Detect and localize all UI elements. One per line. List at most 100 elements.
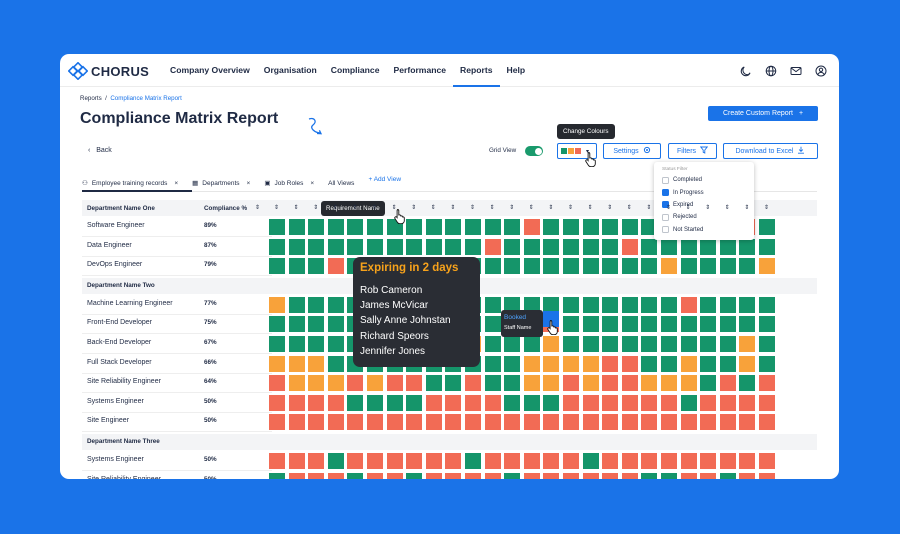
matrix-cell[interactable] xyxy=(739,316,756,333)
filters-button[interactable]: Filters xyxy=(668,143,717,159)
column-sort-icon[interactable]: ⇕ xyxy=(528,205,534,211)
back-button[interactable]: ‹ Back xyxy=(88,147,112,154)
matrix-cell[interactable] xyxy=(504,219,521,235)
matrix-cell[interactable] xyxy=(425,394,442,411)
matrix-cell[interactable] xyxy=(504,296,521,313)
matrix-cell[interactable] xyxy=(269,219,285,235)
matrix-cell[interactable] xyxy=(719,238,736,255)
column-sort-icon[interactable]: ⇕ xyxy=(666,205,672,211)
matrix-cell[interactable] xyxy=(641,219,658,235)
matrix-cell[interactable] xyxy=(445,453,462,469)
matrix-cell[interactable] xyxy=(563,375,579,392)
matrix-cell[interactable] xyxy=(719,258,736,275)
matrix-cell[interactable] xyxy=(739,394,756,411)
matrix-cell[interactable] xyxy=(621,414,638,431)
checkbox[interactable] xyxy=(662,213,669,221)
matrix-cell[interactable] xyxy=(269,394,285,411)
matrix-cell[interactable] xyxy=(680,472,697,479)
sort-icon[interactable]: ⇕ xyxy=(255,205,261,211)
column-sort-icon[interactable]: ⇕ xyxy=(274,205,280,211)
matrix-cell[interactable] xyxy=(308,355,325,372)
matrix-cell[interactable] xyxy=(425,219,442,235)
matrix-cell[interactable] xyxy=(269,453,285,469)
matrix-cell[interactable] xyxy=(582,472,599,479)
matrix-cell[interactable] xyxy=(386,414,403,431)
matrix-cell[interactable] xyxy=(465,375,481,392)
matrix-cell[interactable] xyxy=(543,472,560,479)
matrix-cell[interactable] xyxy=(406,472,423,479)
column-sort-icon[interactable]: ⇕ xyxy=(626,205,632,211)
matrix-cell[interactable] xyxy=(425,414,442,431)
matrix-cell[interactable] xyxy=(308,219,325,235)
matrix-cell[interactable] xyxy=(523,296,540,313)
matrix-cell[interactable] xyxy=(719,375,736,392)
matrix-cell[interactable] xyxy=(602,453,619,469)
matrix-cell[interactable] xyxy=(327,472,344,479)
matrix-cell[interactable] xyxy=(504,336,521,352)
matrix-cell[interactable] xyxy=(367,414,383,431)
matrix-cell[interactable] xyxy=(563,296,579,313)
matrix-cell[interactable] xyxy=(680,453,697,469)
matrix-cell[interactable] xyxy=(621,238,638,255)
matrix-cell[interactable] xyxy=(308,238,325,255)
matrix-cell[interactable] xyxy=(308,316,325,333)
matrix-cell[interactable] xyxy=(445,414,462,431)
matrix-cell[interactable] xyxy=(661,355,677,372)
matrix-cell[interactable] xyxy=(641,258,658,275)
matrix-cell[interactable] xyxy=(386,238,403,255)
breadcrumb-root[interactable]: Reports xyxy=(80,95,102,102)
tab-job-roles[interactable]: ▣ Job Roles × xyxy=(264,176,314,190)
column-sort-icon[interactable]: ⇕ xyxy=(372,205,378,211)
matrix-cell[interactable] xyxy=(367,472,383,479)
matrix-cell[interactable] xyxy=(563,258,579,275)
checkbox[interactable] xyxy=(662,226,669,234)
matrix-cell[interactable] xyxy=(543,453,560,469)
matrix-cell[interactable] xyxy=(563,394,579,411)
column-sort-icon[interactable]: ⇕ xyxy=(568,205,574,211)
matrix-cell[interactable] xyxy=(523,375,540,392)
matrix-cell[interactable] xyxy=(504,394,521,411)
column-sort-icon[interactable]: ⇕ xyxy=(450,205,456,211)
matrix-cell[interactable] xyxy=(680,296,697,313)
matrix-cell[interactable] xyxy=(582,258,599,275)
matrix-cell[interactable] xyxy=(465,453,481,469)
column-sort-icon[interactable]: ⇕ xyxy=(764,205,770,211)
matrix-cell[interactable] xyxy=(602,414,619,431)
matrix-cell[interactable] xyxy=(602,336,619,352)
tab-all-views[interactable]: All Views xyxy=(328,176,354,190)
matrix-cell[interactable] xyxy=(308,336,325,352)
close-icon[interactable]: × xyxy=(174,179,179,187)
matrix-cell[interactable] xyxy=(582,355,599,372)
matrix-cell[interactable] xyxy=(367,375,383,392)
matrix-cell[interactable] xyxy=(269,472,285,479)
matrix-cell[interactable] xyxy=(563,414,579,431)
matrix-cell[interactable] xyxy=(484,355,501,372)
matrix-cell[interactable] xyxy=(288,238,305,255)
matrix-cell[interactable] xyxy=(523,238,540,255)
matrix-cell[interactable] xyxy=(621,316,638,333)
column-sort-icon[interactable]: ⇕ xyxy=(293,205,299,211)
matrix-cell[interactable] xyxy=(327,453,344,469)
matrix-cell[interactable] xyxy=(484,258,501,275)
column-sort-icon[interactable]: ⇕ xyxy=(587,205,593,211)
matrix-cell[interactable] xyxy=(308,296,325,313)
matrix-cell[interactable] xyxy=(406,394,423,411)
matrix-cell[interactable] xyxy=(367,453,383,469)
matrix-cell[interactable] xyxy=(641,453,658,469)
matrix-cell[interactable] xyxy=(288,414,305,431)
matrix-cell[interactable] xyxy=(425,472,442,479)
column-sort-icon[interactable]: ⇕ xyxy=(352,205,358,211)
matrix-cell[interactable] xyxy=(386,472,403,479)
matrix-cell[interactable] xyxy=(327,375,344,392)
matrix-cell[interactable] xyxy=(700,472,717,479)
matrix-cell[interactable] xyxy=(582,238,599,255)
matrix-cell[interactable] xyxy=(425,238,442,255)
matrix-cell[interactable] xyxy=(543,296,560,313)
matrix-cell[interactable] xyxy=(308,375,325,392)
matrix-cell[interactable] xyxy=(641,336,658,352)
close-icon[interactable]: × xyxy=(246,179,251,187)
matrix-cell[interactable] xyxy=(582,453,599,469)
matrix-cell[interactable] xyxy=(288,258,305,275)
matrix-cell[interactable] xyxy=(367,238,383,255)
column-sort-icon[interactable]: ⇕ xyxy=(332,205,338,211)
